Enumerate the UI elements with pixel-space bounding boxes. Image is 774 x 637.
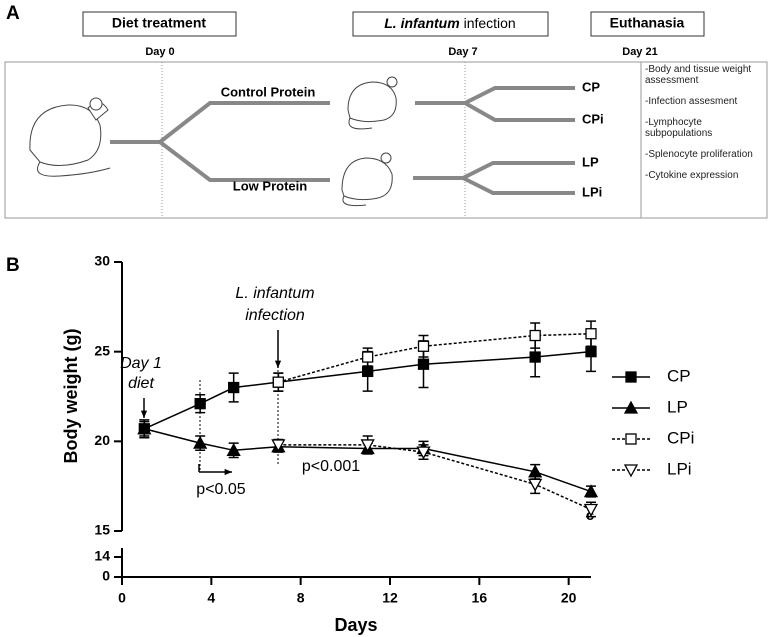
stage-box (590, 11, 705, 37)
day-label: Day 7 (448, 46, 477, 58)
x-tick-label: 0 (118, 590, 126, 606)
marker (137, 421, 152, 435)
diet-branch (110, 101, 330, 182)
group-branch (413, 161, 575, 195)
marker (529, 351, 541, 363)
outcome-item: -Infection assesment (645, 96, 738, 107)
marker (362, 365, 374, 378)
annotation: L. infantum (235, 285, 314, 302)
marker (625, 433, 637, 445)
x-tick-label: 20 (561, 590, 577, 606)
marker (529, 329, 541, 342)
annotation: p<0.05 (196, 481, 245, 498)
legend-label: LP (667, 397, 688, 416)
day-label: Day 21 (622, 46, 657, 58)
series-line (144, 428, 592, 493)
annotation: infection (245, 307, 305, 324)
marker (193, 435, 208, 449)
group-label: LPi (582, 184, 602, 199)
marker (625, 371, 637, 383)
stage-label: Euthanasia (610, 15, 685, 31)
marker (360, 439, 375, 453)
stage-box (82, 11, 237, 37)
diet-label: Low Protein (233, 178, 307, 193)
series (271, 435, 599, 518)
marker (416, 446, 431, 460)
y-tick-label: 0 (102, 568, 110, 584)
group-label: CP (582, 79, 600, 94)
marker (585, 346, 597, 358)
panel-label: A (6, 3, 20, 24)
marker (228, 381, 240, 394)
y-tick-label: 15 (94, 522, 110, 538)
diet-label: Control Protein (221, 84, 316, 99)
group-branch (415, 86, 575, 122)
group-label: LP (582, 154, 599, 169)
legend-label: CPi (667, 428, 694, 447)
marker (194, 398, 206, 410)
stage-box (352, 11, 549, 37)
outcome-item: -Splenocyte proliferation (645, 149, 753, 160)
y-tick-label: 25 (94, 342, 110, 358)
x-tick-label: 8 (297, 590, 305, 606)
marker (226, 442, 241, 456)
marker (623, 464, 639, 478)
marker (271, 439, 286, 453)
x-tick-label: 4 (207, 590, 215, 606)
marker (417, 340, 430, 352)
panel-label: B (6, 255, 20, 276)
arrow-head (140, 410, 148, 418)
group-label: CPi (582, 111, 604, 126)
x-tick-label: 16 (472, 590, 488, 606)
marker (583, 484, 599, 498)
arrow-head (274, 360, 282, 368)
annotation: p<0.001 (302, 458, 360, 475)
legend-label: CP (667, 366, 691, 385)
outcome-item: -Cytokine expression (645, 170, 739, 181)
marker (272, 376, 284, 388)
x-axis-label: Days (334, 615, 377, 635)
series (272, 320, 597, 392)
y-tick-label: 30 (94, 253, 110, 269)
timeline-frame (4, 61, 768, 219)
marker (623, 400, 639, 414)
series-line (278, 332, 592, 383)
marker (362, 351, 374, 363)
outcome-item: -Lymphocyte subpopulations (645, 117, 713, 139)
marker (583, 503, 599, 517)
x-tick-label: 12 (382, 590, 398, 606)
legend-label: LPi (667, 459, 692, 478)
marker (417, 358, 430, 370)
arrow-head (224, 468, 232, 476)
y-tick-label: 20 (94, 432, 110, 448)
stage-label-italic: L. infantum (384, 15, 459, 31)
stage-label-rest: infection (464, 15, 516, 31)
y-tick-label: 14 (94, 548, 110, 564)
mouse-icon (347, 76, 398, 130)
series-line (278, 444, 592, 511)
y-axis-label: Body weight (g) (61, 329, 81, 464)
outcome-item: -Body and tissue weight assessment (645, 64, 752, 86)
stage-label: L. infantum infection (384, 15, 515, 31)
annotation: Day 1 (120, 355, 162, 372)
day-label: Day 0 (145, 46, 174, 58)
marker (528, 478, 543, 492)
stage-label: Diet treatment (112, 15, 206, 31)
annotation: diet (128, 375, 154, 392)
mouse-icon (29, 97, 111, 177)
mouse-icon (341, 152, 393, 207)
outcome-list: -Body and tissue weight assessment -Infec… (645, 64, 769, 191)
annotation: c (586, 507, 594, 524)
marker (585, 328, 597, 340)
